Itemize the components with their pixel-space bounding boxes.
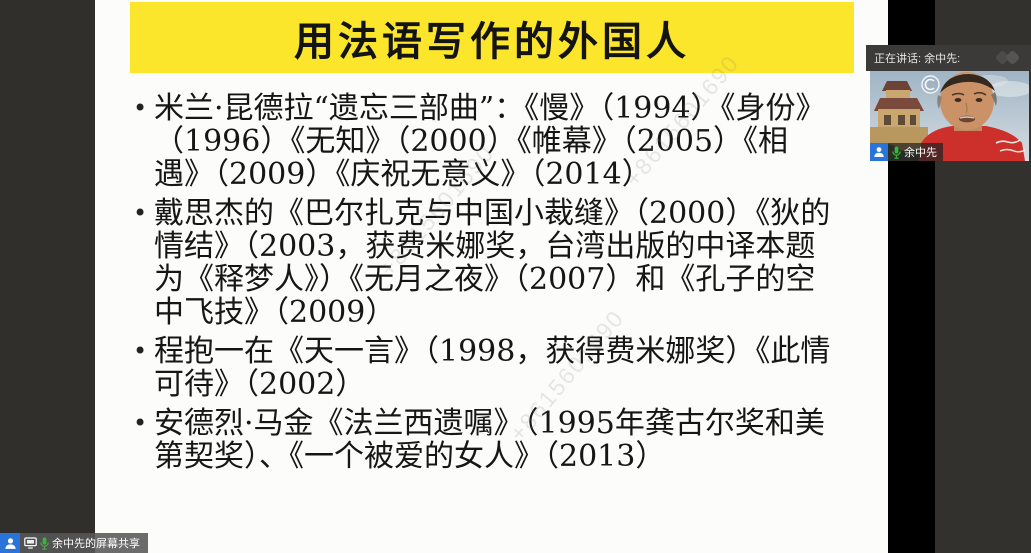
- slide-bullet: 安德烈·马金《法兰西遗嘱》（1995年龚古尔奖和美第契奖）、《一个被爱的女人》（…: [131, 407, 831, 473]
- speaking-indicator-bar: 正在讲话: 余中先:: [866, 45, 1031, 71]
- slide-bullet-list: 米兰·昆德拉“遗忘三部曲”：《慢》（1994）《身份》（1996）《无知》（20…: [131, 92, 831, 479]
- participant-name: 余中先: [904, 147, 937, 159]
- slide-bullet: 戴思杰的《巴尔扎克与中国小裁缝》（2000）《狄的情结》（2003，获费米娜奖，…: [131, 197, 831, 329]
- speaker-video-thumbnail[interactable]: 余中先: [870, 71, 1029, 161]
- participant-avatar: [870, 143, 888, 161]
- screen-share-label: 余中先的屏幕共享: [20, 533, 148, 553]
- slide-bullet: 程抱一在《天一言》（1998，获得费米娜奖）《此情可待》（2002）: [131, 335, 831, 401]
- slide-title: 用法语写作的外国人: [294, 17, 690, 65]
- screen-share-icon: [24, 537, 37, 549]
- speaker-video-panel[interactable]: 正在讲话: 余中先:: [866, 45, 1031, 161]
- screen-share-indicator: 余中先的屏幕共享: [0, 533, 148, 553]
- sharer-avatar: [0, 533, 20, 553]
- speaking-indicator-label: 正在讲话: 余中先:: [874, 53, 961, 65]
- person-icon: [4, 537, 16, 549]
- screen-share-text: 余中先的屏幕共享: [52, 538, 140, 550]
- slide-title-banner: 用法语写作的外国人: [130, 2, 854, 73]
- participant-name-label: 余中先: [888, 143, 943, 161]
- meeting-app-logo-icon: [994, 49, 1025, 66]
- slide-bullet: 米兰·昆德拉“遗忘三部曲”：《慢》（1994）《身份》（1996）《无知》（20…: [131, 92, 831, 191]
- camera-app-watermark-icon: [921, 75, 940, 94]
- microphone-on-icon: [40, 537, 49, 550]
- person-icon: [874, 147, 884, 157]
- shared-slide: 用法语写作的外国人 米兰·昆德拉“遗忘三部曲”：《慢》（1994）《身份》（19…: [95, 0, 888, 553]
- microphone-on-icon: [892, 146, 901, 159]
